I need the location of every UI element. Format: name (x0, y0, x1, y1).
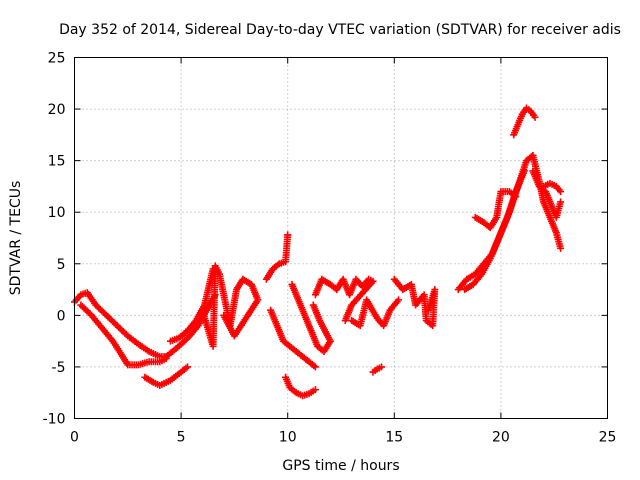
x-tick-label: 15 (385, 430, 403, 446)
x-axis-label: GPS time / hours (282, 458, 399, 474)
series-peak-20-21 (510, 104, 539, 139)
data-points (71, 104, 565, 400)
y-tick-label: 5 (57, 257, 66, 273)
data-point (311, 386, 319, 394)
data-point (557, 244, 565, 252)
data-point (557, 188, 565, 196)
data-point (520, 167, 528, 175)
series-descent-9-10 (267, 306, 319, 371)
grid (74, 57, 608, 419)
x-tick-label: 0 (70, 430, 79, 446)
y-tick-label: 20 (48, 102, 66, 118)
series-cluster-15-17 (390, 275, 439, 330)
data-point (220, 311, 228, 319)
x-tick-label: 25 (599, 430, 617, 446)
series-dip-arc (141, 363, 191, 389)
series-cluster-6-8 (192, 262, 262, 350)
series-tail-13-14 (348, 296, 403, 330)
series-decline-21-23b (529, 167, 565, 221)
y-tick-label: 0 (57, 308, 66, 324)
series-rise-18-21b (461, 167, 528, 294)
series-ridge-9-10 (262, 231, 292, 283)
y-tick-label: 15 (48, 154, 66, 170)
chart-title: Day 352 of 2014, Sidereal Day-to-day VTE… (59, 22, 621, 38)
series-dip-14 (369, 363, 386, 376)
data-point (557, 198, 565, 206)
series-upper-arc (71, 289, 170, 361)
data-point (531, 113, 539, 121)
series-band-19-20 (471, 188, 520, 232)
data-point (395, 296, 403, 304)
series-band-22-23 (540, 179, 565, 196)
data-point (378, 363, 386, 371)
data-point (311, 363, 319, 371)
data-point (512, 193, 520, 201)
y-tick-label: -5 (52, 360, 66, 376)
series-cluster-11-13 (311, 275, 377, 325)
series-loop-10-12 (288, 280, 334, 355)
data-point (284, 231, 292, 239)
x-tick-label: 20 (492, 430, 510, 446)
y-axis-label: SDTVAR / TECUs (8, 181, 24, 296)
x-tick-label: 10 (279, 430, 297, 446)
series-lower-arc (77, 301, 170, 369)
axis-ticks: 0 5 10 15 20 25 -10 -5 0 5 10 15 20 25 (43, 51, 617, 446)
data-point (341, 317, 349, 325)
x-tick-label: 5 (177, 430, 186, 446)
y-tick-label: 10 (48, 205, 66, 221)
data-point (424, 306, 432, 314)
data-point (183, 363, 191, 371)
y-tick-label: 25 (48, 51, 66, 67)
plot-frame (74, 57, 608, 419)
series-valley-10-11 (282, 373, 319, 400)
y-tick-label: -10 (43, 412, 66, 428)
data-point (309, 301, 317, 309)
